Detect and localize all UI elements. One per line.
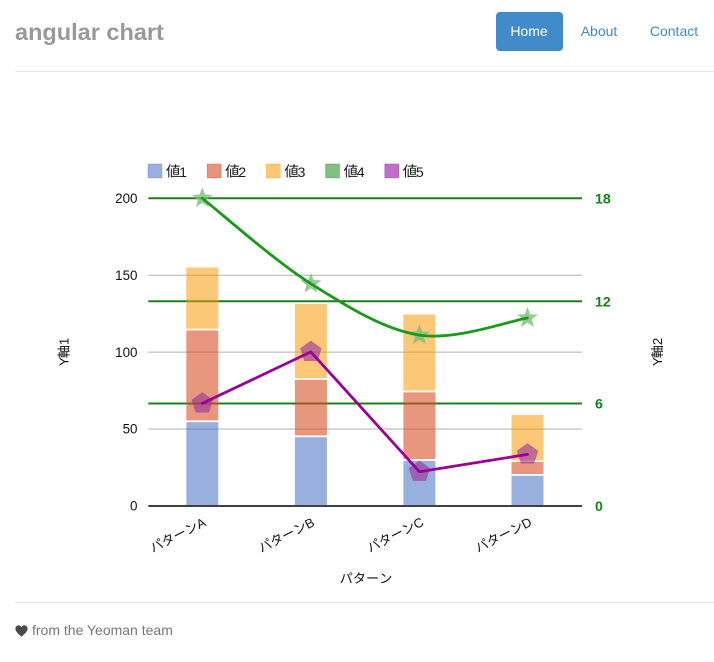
svg-text:50: 50 <box>123 422 138 437</box>
svg-text:3: 3 <box>298 165 306 181</box>
svg-text:1: 1 <box>179 165 187 181</box>
svg-text:2: 2 <box>650 338 665 345</box>
svg-text:Y: Y <box>57 357 72 366</box>
svg-text:150: 150 <box>115 268 137 283</box>
svg-text:B: B <box>302 515 317 532</box>
svg-text:1: 1 <box>57 338 72 345</box>
svg-text:12: 12 <box>595 294 611 310</box>
svg-text:200: 200 <box>115 191 137 206</box>
svg-text:Y: Y <box>650 357 665 366</box>
svg-text:C: C <box>411 514 426 532</box>
svg-text:100: 100 <box>115 345 137 360</box>
svg-text:A: A <box>194 514 209 531</box>
svg-text:D: D <box>519 514 534 532</box>
svg-text:18: 18 <box>595 191 611 207</box>
svg-text:4: 4 <box>357 165 365 181</box>
svg-text:0: 0 <box>130 499 137 514</box>
svg-text:2: 2 <box>238 165 246 181</box>
svg-text:5: 5 <box>416 165 424 181</box>
svg-text:0: 0 <box>595 499 603 515</box>
svg-text:6: 6 <box>595 397 603 413</box>
